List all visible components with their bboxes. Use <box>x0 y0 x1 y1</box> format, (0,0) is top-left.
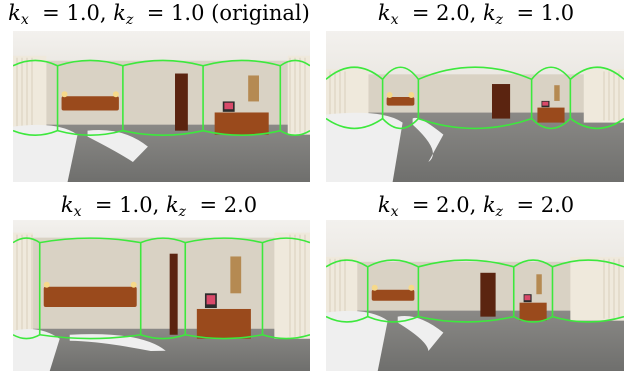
layout-ceiling-line <box>530 66 571 80</box>
bed <box>87 129 148 162</box>
layout-ceiling-line <box>552 259 624 268</box>
layout-ceiling-line <box>185 237 263 244</box>
panel-caption: kx = 2.0, kz = 2.0 <box>377 193 575 220</box>
figure-panel-1: kx = 1.0, kz = 1.0 (original) <box>0 0 318 188</box>
mirror <box>248 75 259 102</box>
door <box>480 272 496 317</box>
desk <box>537 107 565 123</box>
lamp <box>408 284 415 291</box>
layout-floor-line <box>326 315 369 323</box>
lamp <box>112 91 119 98</box>
curtain-right <box>287 55 310 135</box>
panorama-image <box>326 31 624 182</box>
headboard <box>386 96 415 106</box>
layout-floor-line <box>279 129 310 136</box>
panorama-image <box>13 31 310 182</box>
layout-floor-line <box>326 117 384 130</box>
tv-screen <box>524 295 531 301</box>
layout-ceiling-line <box>202 59 281 67</box>
tv-screen <box>542 101 549 106</box>
lamp <box>130 281 137 288</box>
curtain-left <box>13 55 47 135</box>
layout-floor-line <box>569 117 624 130</box>
mirror <box>536 274 542 295</box>
headboard <box>43 286 137 307</box>
lamp <box>408 91 415 98</box>
layout-floor-line <box>140 334 186 340</box>
mirror <box>554 85 560 101</box>
layout-ceiling-line <box>569 66 624 80</box>
tv-screen <box>206 295 216 305</box>
layout-ceiling-line <box>381 66 420 80</box>
layout-ceiling-line <box>122 59 204 67</box>
layout-floor-line <box>552 315 624 323</box>
headboard <box>371 289 415 301</box>
bed <box>326 310 388 371</box>
headboard <box>61 96 119 111</box>
layout-floor-line <box>418 117 532 130</box>
bed <box>326 112 403 182</box>
lamp <box>371 284 378 291</box>
layout-floor-line <box>13 129 58 136</box>
layout-floor-line <box>57 129 124 136</box>
layout-floor-line <box>185 333 263 340</box>
figure-panel-3: kx = 1.0, kz = 2.0 <box>0 188 318 377</box>
layout-floor-line <box>382 118 419 130</box>
lamp <box>43 281 50 288</box>
layout-ceiling-line <box>326 66 384 80</box>
layout-floor-line <box>367 315 419 323</box>
panorama-scene <box>326 31 624 182</box>
layout-ceiling-line <box>13 237 41 244</box>
desk <box>519 302 547 321</box>
panorama-image <box>13 220 310 371</box>
bed <box>412 117 444 162</box>
layout-floor-line <box>202 129 281 136</box>
panel-caption: kx = 2.0, kz = 1.0 <box>377 1 575 28</box>
layout-ceiling-line <box>140 237 186 244</box>
layout-floor-line <box>418 315 514 323</box>
tv-screen <box>224 102 234 110</box>
panorama-scene <box>13 220 310 371</box>
layout-ceiling-line <box>262 237 310 244</box>
panel-caption: kx = 1.0, kz = 1.0 (original) <box>8 1 310 28</box>
panorama-scene <box>326 220 624 371</box>
door <box>491 84 511 119</box>
layout-floor-line <box>262 333 310 340</box>
curtain-left <box>13 232 34 339</box>
curtain-right <box>570 256 624 321</box>
door <box>169 253 178 335</box>
layout-ceiling-line <box>418 66 532 81</box>
curtain-right <box>274 232 310 339</box>
layout-ceiling-line <box>367 259 419 268</box>
door <box>175 73 188 131</box>
bed <box>13 328 60 371</box>
bed <box>13 124 78 182</box>
layout-ceiling-line <box>513 259 553 268</box>
figure-panel-2: kx = 2.0, kz = 1.0 <box>318 0 634 188</box>
mirror <box>230 256 242 294</box>
layout-floor-line <box>513 315 553 323</box>
layout-ceiling-line <box>13 59 58 67</box>
lamp <box>61 91 68 98</box>
layout-ceiling-line <box>279 59 310 67</box>
layout-floor-line <box>531 118 571 130</box>
layout-ceiling-line <box>39 237 141 244</box>
panorama-image <box>326 220 624 371</box>
layout-floor-line <box>122 129 204 136</box>
desk <box>196 308 251 339</box>
panorama-scene <box>13 31 310 182</box>
layout-floor-line <box>39 333 141 340</box>
layout-ceiling-line <box>418 259 514 268</box>
panel-caption: kx = 1.0, kz = 2.0 <box>60 193 258 220</box>
layout-ceiling-line <box>326 259 369 268</box>
curtain-left <box>326 256 358 321</box>
lamp <box>386 91 393 98</box>
desk <box>214 112 269 135</box>
layout-floor-line <box>13 334 41 340</box>
bed <box>397 315 444 351</box>
figure-panel-4: kx = 2.0, kz = 2.0 <box>318 188 634 377</box>
layout-ceiling-line <box>57 59 124 67</box>
